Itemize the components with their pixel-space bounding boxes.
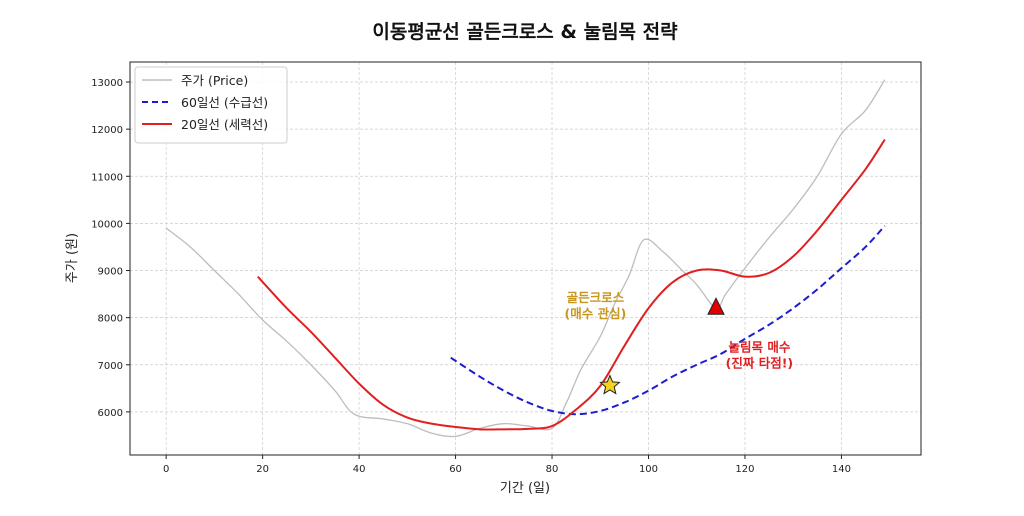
y-tick-label: 9000 bbox=[98, 267, 123, 278]
annotation-0-line: (매수 관심) bbox=[565, 306, 627, 321]
x-tick-label: 140 bbox=[832, 464, 851, 475]
triangle-marker bbox=[707, 297, 725, 315]
x-tick-label: 20 bbox=[256, 464, 269, 475]
y-tick-label: 11000 bbox=[91, 172, 123, 183]
annotation-1-line: 눌림목 매수 bbox=[728, 339, 790, 354]
series-layer bbox=[165, 79, 886, 438]
plot-frame bbox=[129, 61, 922, 456]
annotation-0-line: 골든크로스 bbox=[567, 290, 625, 305]
legend-label: 20일선 (세력선) bbox=[181, 117, 268, 132]
series-line-0 bbox=[165, 79, 886, 438]
y-tick-label: 8000 bbox=[98, 314, 123, 325]
x-tick-label: 40 bbox=[353, 464, 366, 475]
x-tick-label: 100 bbox=[639, 464, 658, 475]
y-tick-label: 7000 bbox=[98, 361, 123, 372]
legend-label: 60일선 (수급선) bbox=[181, 95, 268, 110]
chart-title: 이동평균선 골든크로스 & 눌림목 전략 bbox=[372, 21, 678, 43]
y-tick-label: 10000 bbox=[91, 219, 123, 230]
y-tick-label: 12000 bbox=[91, 125, 123, 136]
legend-label: 주가 (Price) bbox=[181, 73, 248, 88]
legend: 주가 (Price) 60일선 (수급선) 20일선 (세력선) bbox=[134, 66, 288, 144]
star-marker bbox=[599, 374, 621, 395]
series-line-1 bbox=[450, 225, 886, 416]
x-tick-label: 60 bbox=[449, 464, 462, 475]
x-tick-label: 0 bbox=[163, 464, 169, 475]
series-line-2 bbox=[257, 138, 886, 431]
legend-box bbox=[134, 66, 288, 144]
x-tick-label: 120 bbox=[735, 464, 754, 475]
x-axis-label: 기간 (일) bbox=[500, 481, 550, 496]
y-tick-label: 13000 bbox=[91, 78, 123, 89]
ticks: 0 20 40 60 80 100 120 140 6000 7000 8000 9000 10000 1… bbox=[91, 78, 851, 475]
y-axis-label: 주가 (원) bbox=[65, 233, 80, 283]
x-tick-label: 80 bbox=[546, 464, 559, 475]
annotation-1-line: (진짜 타점!) bbox=[726, 355, 793, 370]
y-tick-label: 6000 bbox=[98, 408, 123, 419]
markers-layer: 골든크로스(매수 관심) 눌림목 매수(진짜 타점!) bbox=[565, 290, 793, 395]
